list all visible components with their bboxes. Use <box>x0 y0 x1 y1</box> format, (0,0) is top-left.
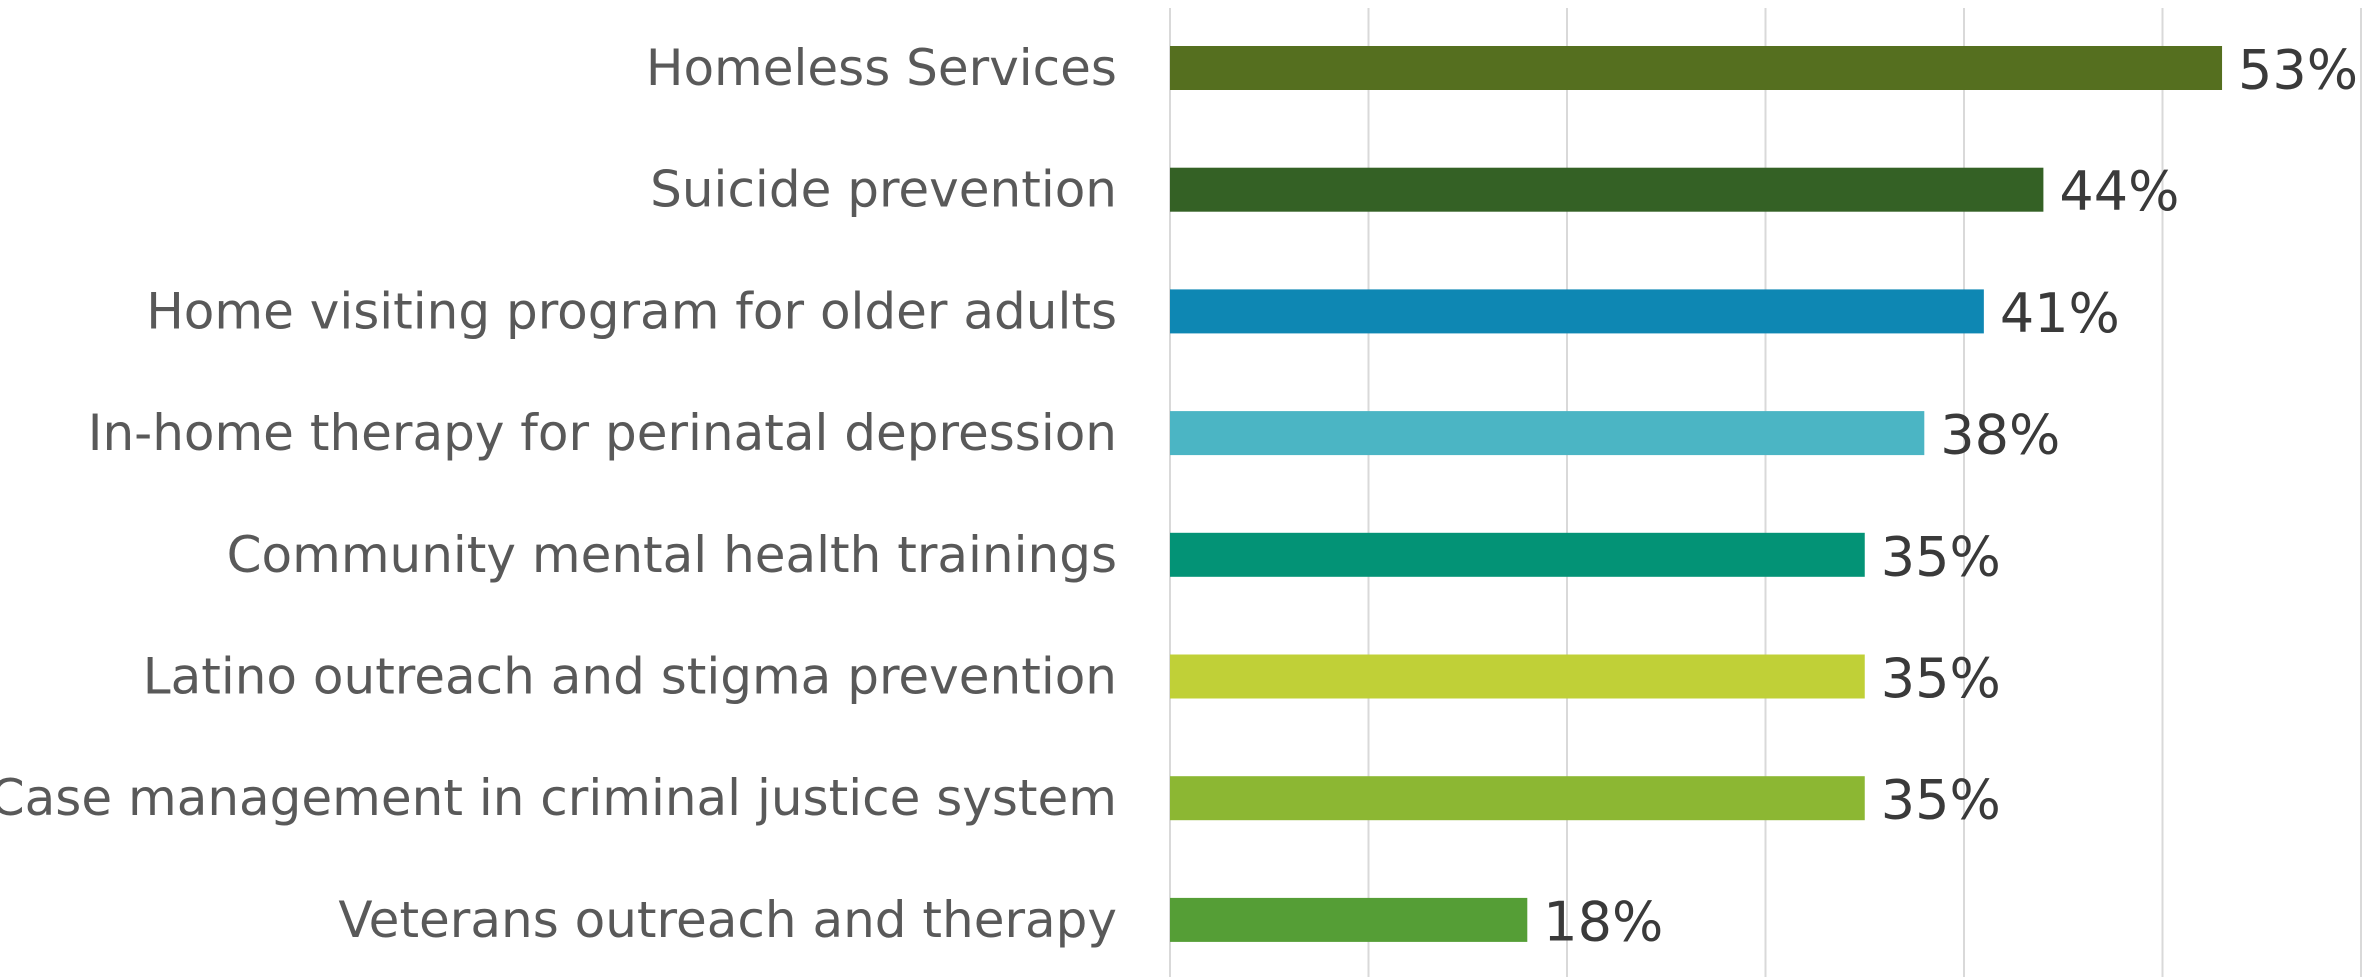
value-label: 18% <box>1543 890 1663 953</box>
bar-8 <box>1170 897 1528 942</box>
bars <box>1170 46 2223 942</box>
value-label: 35% <box>1881 525 2001 588</box>
category-label: Community mental health trainings <box>227 526 1117 584</box>
value-label: 38% <box>1940 404 2060 467</box>
bar-6 <box>1170 654 1865 699</box>
bar-5 <box>1170 532 1865 577</box>
value-label: 41% <box>2000 282 2120 345</box>
bar-3 <box>1170 289 1984 334</box>
bar-2 <box>1170 167 2044 212</box>
value-label: 44% <box>2059 160 2179 223</box>
value-labels: 53% 44% 41% 38% 35% 35% 35% 18% <box>1543 39 2358 954</box>
category-label: Veterans outreach and therapy <box>338 891 1117 949</box>
category-label: Homeless Services <box>646 39 1117 97</box>
bar-4 <box>1170 411 1925 456</box>
value-label: 53% <box>2238 39 2358 102</box>
value-label: 35% <box>1881 769 2001 832</box>
category-label: Suicide prevention <box>650 161 1117 219</box>
category-label: In-home therapy for perinatal depression <box>88 404 1117 462</box>
category-labels: Homeless Services Suicide prevention Home … <box>0 39 1117 949</box>
gridlines <box>1169 8 2362 977</box>
bar-1 <box>1170 46 2223 90</box>
category-label: Home visiting program for older adults <box>146 282 1117 340</box>
category-label: Latino outreach and stigma prevention <box>143 648 1117 706</box>
category-label: Case management in criminal justice syst… <box>0 769 1117 827</box>
value-label: 35% <box>1881 647 2001 710</box>
bar-7 <box>1170 776 1865 821</box>
